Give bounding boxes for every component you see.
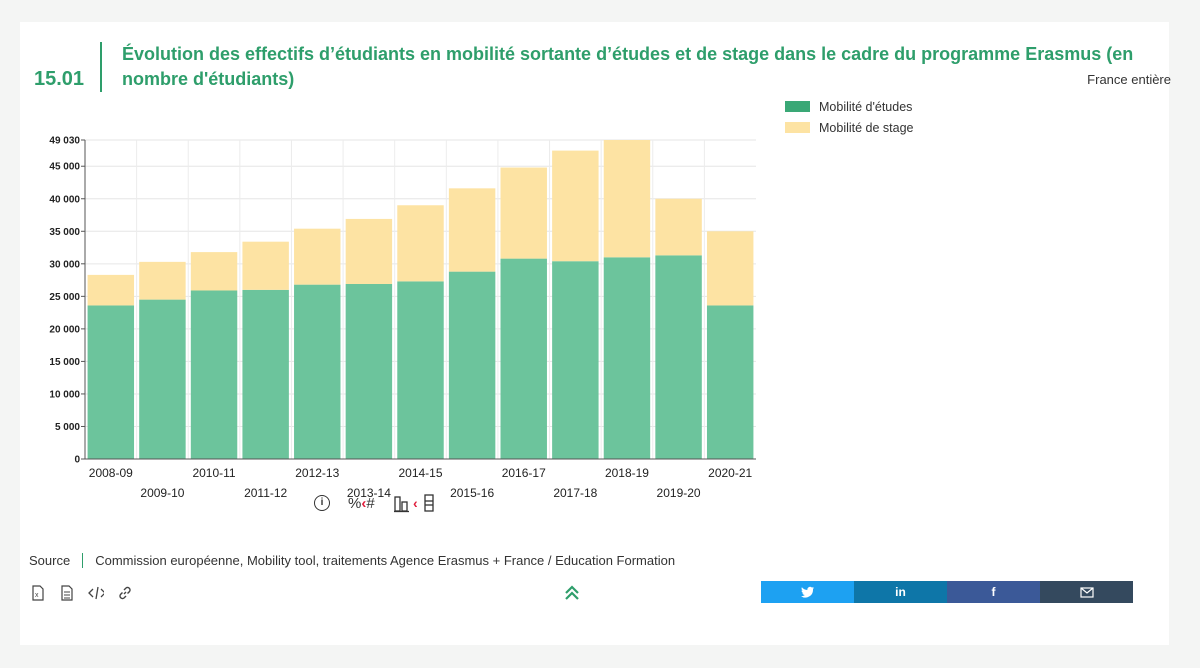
x-tick-label: 2018-19: [605, 466, 649, 480]
y-tick-label: 15 000: [49, 357, 80, 368]
x-tick-label: 2011-12: [244, 486, 287, 500]
email-share-button[interactable]: [1040, 581, 1133, 603]
grouped-bar-icon: [393, 496, 409, 513]
twitter-icon: [800, 586, 814, 598]
twitter-share-button[interactable]: [761, 581, 854, 603]
chart-controls: i % ‹ # ‹: [314, 493, 439, 513]
embed-code-icon[interactable]: [88, 585, 104, 601]
bar-etudes: [655, 255, 702, 459]
bar-etudes: [448, 271, 496, 459]
source-text: Commission européenne, Mobility tool, tr…: [95, 553, 676, 568]
source-label: Source: [29, 553, 71, 568]
bar-stage: [706, 231, 754, 306]
bar-stage: [294, 228, 341, 285]
bar-stage: [448, 188, 496, 272]
link-icon[interactable]: [117, 585, 133, 601]
scroll-up-icon[interactable]: [564, 585, 580, 606]
y-tick-label: 30 000: [49, 259, 80, 270]
bar-etudes: [294, 284, 341, 459]
y-tick-label: 20 000: [49, 324, 80, 335]
legend-label-etudes: Mobilité d'études: [819, 99, 913, 114]
x-tick-label: 2017-18: [553, 486, 597, 500]
x-tick-label: 2013-14: [347, 486, 391, 500]
bar-etudes: [345, 283, 393, 459]
document-export-icon[interactable]: [59, 585, 75, 601]
y-tick-label: 35 000: [49, 227, 80, 238]
y-tick-label: 49 030: [49, 136, 80, 147]
scope-label: France entière: [1087, 72, 1171, 87]
linkedin-share-button[interactable]: in: [854, 581, 947, 603]
bar-stage: [552, 150, 599, 262]
bar-stage: [345, 218, 393, 284]
y-tick-label: 10 000: [49, 389, 80, 400]
bar-stage: [139, 261, 186, 300]
bar-etudes: [552, 261, 599, 459]
x-tick-label: 2020-21: [708, 466, 752, 480]
y-tick-label: 45 000: [49, 162, 80, 173]
figure-number: 15.01: [34, 68, 85, 90]
percent-label: %: [348, 494, 362, 512]
y-tick-label: 25 000: [49, 292, 80, 303]
title-divider: [100, 42, 102, 92]
y-tick-label: 40 000: [49, 194, 80, 205]
source-line: Source Commission européenne, Mobility t…: [29, 553, 675, 568]
linkedin-icon: in: [895, 585, 906, 599]
x-tick-label: 2012-13: [295, 466, 339, 480]
bar-stage: [397, 205, 444, 282]
bar-etudes: [190, 290, 238, 459]
excel-export-icon[interactable]: x: [30, 585, 46, 601]
bar-etudes: [87, 305, 135, 459]
percent-number-toggle[interactable]: % ‹ #: [348, 495, 375, 512]
x-tick-label: 2010-11: [192, 466, 235, 480]
bar-etudes: [500, 258, 547, 459]
info-icon[interactable]: i: [314, 495, 330, 511]
bar-stage: [603, 140, 651, 258]
x-tick-label: 2014-15: [398, 466, 442, 480]
hash-label: #: [366, 494, 375, 512]
bar-etudes: [139, 299, 186, 459]
bar-stage: [87, 274, 135, 306]
chart-title: Évolution des effectifs d’étudiants en m…: [122, 44, 1134, 89]
stacked-bar-chart: 0 5 000 10 000 15 000 20 000 25 000 30 000 35 0…: [49, 136, 756, 500]
bar-stage: [190, 252, 238, 291]
legend: Mobilité d'études Mobilité de stage: [785, 96, 914, 138]
email-icon: [1079, 586, 1094, 598]
legend-swatch-stage: [785, 122, 810, 133]
bar-etudes: [603, 257, 651, 459]
facebook-icon: f: [991, 585, 996, 599]
facebook-share-button[interactable]: f: [947, 581, 1040, 603]
y-tick-label: 0: [74, 455, 80, 466]
bar-etudes: [397, 281, 444, 459]
bar-stage: [500, 167, 547, 259]
legend-item-stage[interactable]: Mobilité de stage: [785, 117, 914, 138]
legend-label-stage: Mobilité de stage: [819, 120, 914, 135]
y-tick-label: 5 000: [55, 422, 80, 433]
chart-type-icons: ‹: [393, 494, 434, 513]
x-tick-label: 2019-20: [657, 486, 701, 500]
legend-swatch-etudes: [785, 101, 810, 112]
bar-stage: [242, 241, 289, 290]
stacked-bar-icon: [424, 494, 434, 512]
x-tick-label: 2016-17: [502, 466, 546, 480]
toggle-arrow-icon-2: ‹: [413, 495, 418, 511]
bar-etudes: [242, 289, 289, 459]
x-tick-label: 2008-09: [89, 466, 133, 480]
legend-item-etudes[interactable]: Mobilité d'études: [785, 96, 914, 117]
source-divider: [82, 553, 84, 568]
svg-text:x: x: [35, 592, 39, 599]
export-tools: x: [30, 585, 133, 601]
share-bar: in f: [761, 581, 1133, 603]
x-tick-label: 2015-16: [450, 486, 494, 500]
toggle-arrow-icon: ‹: [361, 494, 367, 512]
bar-etudes: [706, 305, 754, 459]
bar-stage: [655, 198, 702, 256]
chart-type-toggle[interactable]: ‹: [393, 493, 439, 513]
x-tick-label: 2009-10: [140, 486, 184, 500]
